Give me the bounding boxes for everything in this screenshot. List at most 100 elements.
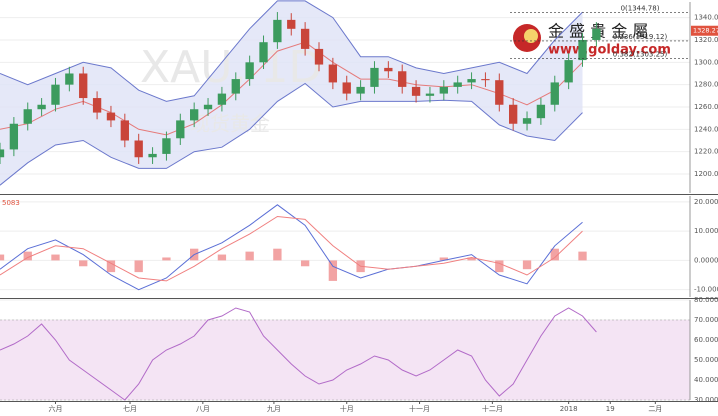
x-tick-label: 十月 [340, 404, 354, 413]
candle-body [522, 118, 532, 124]
histogram-bar [495, 260, 504, 273]
y-tick-label: 50.0000 [694, 356, 718, 364]
candle-body [148, 153, 157, 158]
histogram-bar [106, 260, 116, 273]
candle-body [509, 104, 518, 124]
histogram-bar [217, 254, 227, 261]
band-line [0, 0, 583, 102]
candle-body [356, 86, 365, 94]
y-tick-label: 1320.00 [694, 36, 718, 44]
candle-body [370, 67, 379, 87]
candle-body [120, 120, 129, 141]
histogram-bar [522, 260, 532, 270]
fib-label: 0.382(1303.25) [613, 51, 668, 59]
watermark-sub: 现货黄金 [190, 112, 270, 136]
x-tick-label: 二月 [648, 405, 662, 413]
y-tick-label: 40.0000 [694, 376, 718, 384]
histogram-bar [79, 260, 88, 267]
y-tick-label: 1200.00 [694, 170, 718, 178]
candle-body [314, 48, 324, 65]
fib-label: 0.236(1319.12) [613, 33, 668, 41]
histogram-bar [273, 248, 282, 261]
logo-icon [524, 29, 538, 43]
candle-body [592, 28, 601, 40]
x-tick-label: 十二月 [482, 404, 503, 413]
y-tick-label: 1300.00 [694, 58, 718, 66]
y-tick-label: 30.0000 [694, 396, 718, 404]
candle-body [162, 138, 171, 154]
y-tick-label: 1280.00 [694, 81, 718, 89]
candle-body [398, 71, 407, 87]
histogram-bar [23, 251, 32, 261]
candle-body [384, 67, 393, 72]
candle-body [65, 73, 74, 85]
histogram-bar [328, 260, 338, 281]
candle-body [273, 19, 282, 43]
rsi-line [0, 307, 597, 401]
candle-body [203, 104, 213, 110]
candle-body [481, 79, 490, 81]
band-fill [0, 0, 583, 186]
y-tick-label: 1260.00 [694, 103, 718, 111]
y-tick-label: 0.0000 [694, 256, 718, 264]
candle-body [300, 28, 310, 49]
y-tick-label: 60.0000 [694, 336, 718, 344]
x-tick-label: 八月 [196, 405, 210, 413]
last-price-label: 1328.27 [693, 27, 718, 35]
fib-label: 0(1344.78) [621, 4, 660, 12]
band-line [0, 82, 583, 186]
y-tick-label: 70.0000 [694, 316, 718, 324]
candle-body [453, 82, 462, 87]
candle-body [79, 73, 88, 99]
y-tick-label: 80.0000 [694, 296, 718, 304]
y-tick-label: 20.0000 [694, 198, 718, 206]
x-tick-label: 九月 [267, 404, 281, 413]
candle-body [342, 82, 351, 94]
macd-label: 5083 [2, 199, 20, 207]
y-tick-label: 10.0000 [694, 227, 718, 235]
candle-body [37, 104, 46, 110]
candle-body [411, 86, 421, 96]
candle-body [245, 62, 254, 80]
histogram-bar [162, 257, 171, 261]
candle-body [134, 140, 143, 158]
y-tick-label: 1240.00 [694, 125, 718, 133]
histogram-bar [134, 260, 143, 273]
candle-body [578, 39, 587, 61]
candle-body [259, 42, 268, 63]
candle-body [190, 109, 199, 121]
y-tick-label: 1220.00 [694, 148, 718, 156]
histogram-bar [51, 254, 60, 261]
histogram-bar [467, 257, 476, 261]
macd-line [0, 215, 583, 282]
candle-body [550, 82, 559, 105]
candle-body [51, 84, 60, 105]
candle-body [328, 64, 338, 83]
histogram-bar [300, 260, 310, 267]
candle-body [23, 109, 32, 124]
candle-body [439, 86, 448, 94]
candle-body [287, 19, 296, 29]
watermark: XAU, 1D [140, 42, 322, 93]
candle-body [536, 104, 546, 119]
macd-line [0, 204, 583, 291]
candle-body [92, 98, 102, 113]
x-tick-label: 2018 [560, 405, 578, 413]
x-tick-label: 19 [606, 405, 615, 413]
candle-body [231, 79, 240, 94]
candle-body [0, 149, 5, 158]
candle-body [217, 93, 227, 105]
histogram-bar [550, 248, 559, 261]
y-tick-label: -10.0000 [694, 286, 718, 294]
histogram-bar [245, 251, 254, 261]
candle-body [106, 112, 116, 121]
candle-body [176, 120, 185, 139]
candle-body [425, 93, 435, 96]
x-tick-label: 七月 [123, 404, 137, 413]
x-tick-label: 六月 [48, 404, 62, 413]
candle-body [564, 60, 573, 83]
candle-body [467, 79, 476, 83]
histogram-bar [578, 251, 587, 261]
histogram-bar [0, 254, 5, 261]
